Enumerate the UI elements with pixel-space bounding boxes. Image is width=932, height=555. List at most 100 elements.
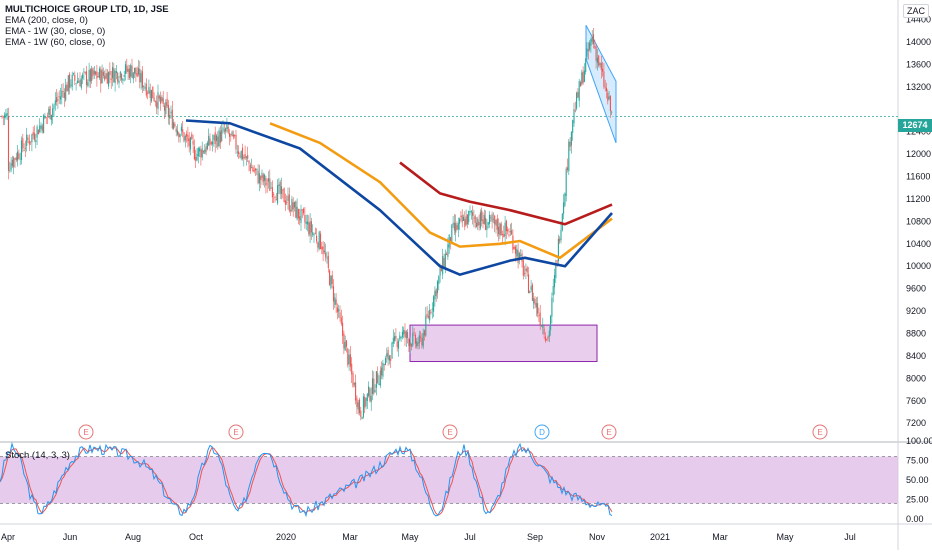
candle-body[interactable]: [171, 109, 173, 129]
candle-body[interactable]: [104, 75, 106, 80]
candle-body[interactable]: [353, 383, 355, 385]
candle-body[interactable]: [117, 72, 119, 82]
candle-body[interactable]: [121, 74, 123, 80]
candle-body[interactable]: [430, 312, 432, 313]
candle-body[interactable]: [20, 140, 23, 160]
candle-body[interactable]: [560, 229, 562, 240]
candle-body[interactable]: [15, 156, 17, 161]
candle-body[interactable]: [291, 199, 293, 212]
candle-body[interactable]: [222, 127, 224, 130]
candle-body[interactable]: [111, 67, 114, 79]
candle-body[interactable]: [247, 154, 249, 159]
candle-body[interactable]: [603, 71, 605, 87]
currency-badge[interactable]: ZAC: [903, 4, 929, 18]
candle-body[interactable]: [245, 156, 247, 158]
candle-body[interactable]: [43, 115, 45, 134]
candle-body[interactable]: [589, 42, 591, 50]
candle-body[interactable]: [513, 247, 515, 249]
candle-body[interactable]: [137, 68, 140, 75]
candle-body[interactable]: [119, 71, 121, 78]
candle-body[interactable]: [361, 416, 363, 419]
candle-body[interactable]: [56, 97, 58, 103]
candle-body[interactable]: [314, 232, 316, 234]
candle-body[interactable]: [568, 141, 570, 172]
candle-body[interactable]: [254, 168, 257, 171]
candle-body[interactable]: [494, 215, 496, 225]
candle-body[interactable]: [414, 335, 416, 344]
candle-body[interactable]: [591, 36, 593, 42]
candle-body[interactable]: [396, 341, 398, 348]
candle-body[interactable]: [509, 231, 511, 233]
candle-body[interactable]: [303, 208, 305, 214]
candle-body[interactable]: [607, 92, 609, 102]
candle-body[interactable]: [583, 70, 585, 82]
candle-body[interactable]: [147, 92, 149, 94]
candle-body[interactable]: [295, 201, 297, 218]
candle-body[interactable]: [344, 341, 346, 351]
candle-body[interactable]: [296, 206, 298, 220]
candle-body[interactable]: [552, 286, 554, 296]
candle-body[interactable]: [388, 355, 390, 361]
event-marker-earnings[interactable]: [442, 424, 458, 440]
candle-body[interactable]: [356, 398, 358, 408]
candle-body[interactable]: [46, 115, 49, 117]
candle-body[interactable]: [219, 131, 221, 143]
candle-body[interactable]: [139, 68, 141, 83]
candle-body[interactable]: [262, 174, 264, 182]
event-marker-earnings[interactable]: [78, 424, 94, 440]
candle-body[interactable]: [282, 189, 284, 191]
candle-body[interactable]: [176, 130, 179, 135]
candle-body[interactable]: [265, 178, 267, 186]
candle-body[interactable]: [358, 399, 361, 414]
candle-body[interactable]: [440, 268, 442, 272]
candle-body[interactable]: [559, 238, 561, 242]
candle-body[interactable]: [439, 267, 441, 276]
candle-body[interactable]: [128, 68, 130, 78]
candle-body[interactable]: [516, 248, 518, 257]
candle-body[interactable]: [348, 354, 350, 365]
candle-body[interactable]: [434, 290, 436, 300]
candle-body[interactable]: [417, 342, 419, 347]
candle-body[interactable]: [36, 126, 38, 138]
candle-body[interactable]: [160, 96, 162, 104]
candle-body[interactable]: [422, 332, 424, 347]
candle-body[interactable]: [578, 81, 580, 101]
candle-body[interactable]: [387, 350, 389, 360]
candle-body[interactable]: [443, 257, 445, 268]
candle-body[interactable]: [243, 157, 245, 158]
candle-body[interactable]: [423, 330, 426, 336]
candle-body[interactable]: [429, 309, 431, 321]
candle-body[interactable]: [313, 234, 315, 236]
candle-body[interactable]: [542, 325, 544, 328]
candle-body[interactable]: [163, 105, 166, 111]
candle-body[interactable]: [318, 231, 320, 250]
candle-body[interactable]: [53, 104, 55, 109]
candle-body[interactable]: [52, 108, 54, 116]
candle-body[interactable]: [205, 146, 207, 152]
candle-body[interactable]: [563, 202, 565, 214]
candle-body[interactable]: [483, 214, 485, 225]
candle-body[interactable]: [9, 170, 11, 172]
candle-body[interactable]: [505, 220, 507, 231]
candle-body[interactable]: [431, 308, 433, 310]
candle-body[interactable]: [304, 214, 306, 223]
candle-body[interactable]: [331, 275, 333, 285]
candle-body[interactable]: [557, 238, 559, 262]
candle-body[interactable]: [231, 131, 233, 137]
ema30w-line[interactable]: [269, 122, 613, 260]
candle-body[interactable]: [70, 84, 72, 86]
candle-body[interactable]: [189, 137, 192, 150]
candle-body[interactable]: [95, 71, 97, 75]
candle-body[interactable]: [351, 363, 353, 375]
candle-body[interactable]: [127, 68, 129, 73]
candle-body[interactable]: [517, 250, 519, 264]
candle-body[interactable]: [418, 335, 420, 344]
candle-body[interactable]: [162, 98, 164, 104]
candle-body[interactable]: [228, 133, 231, 137]
candle-body[interactable]: [277, 185, 279, 204]
candle-body[interactable]: [87, 82, 89, 86]
candle-body[interactable]: [5, 113, 7, 118]
candle-body[interactable]: [145, 83, 147, 96]
candle-body[interactable]: [287, 195, 289, 202]
candle-body[interactable]: [297, 208, 299, 219]
